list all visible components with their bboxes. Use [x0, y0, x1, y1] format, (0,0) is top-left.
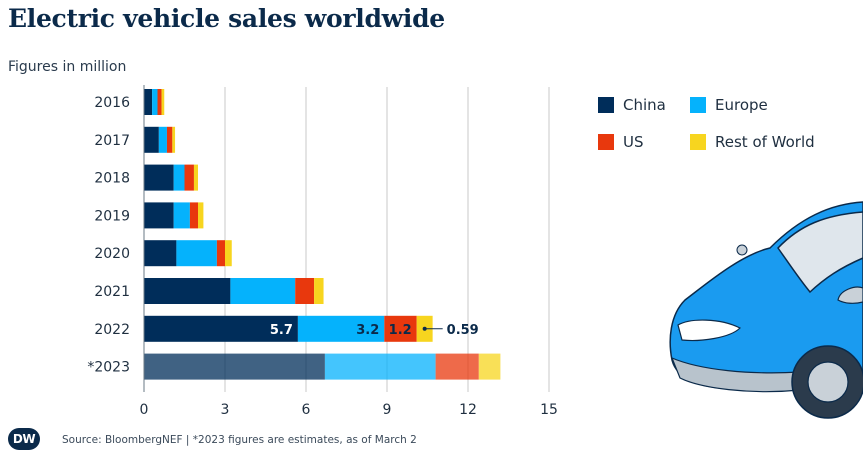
car-windshield: [777, 211, 863, 294]
category-label-2016: 2016: [94, 95, 130, 111]
legend-swatch-us: [598, 134, 614, 150]
footer: DW Source: BloombergNEF | *2023 figures …: [0, 425, 863, 455]
legend: China Europe US Rest of World: [598, 96, 848, 156]
bar-2016-us: [157, 89, 162, 115]
bar-2023-china: [144, 353, 325, 380]
category-label-2023: *2023: [87, 360, 130, 376]
chart-subtitle: Figures in million: [8, 59, 127, 75]
bar-2018-china: [144, 164, 174, 191]
bar-2016-europe: [152, 89, 158, 115]
bar-2019-us: [189, 202, 198, 229]
bar-2016-rest-of-world: [161, 89, 165, 115]
category-label-2018: 2018: [94, 171, 130, 187]
bar-2021-rest-of-world: [314, 278, 324, 304]
bar-2017-rest-of-world: [172, 126, 176, 153]
legend-item-europe: Europe: [690, 96, 768, 114]
bar-2022-europe: [297, 315, 385, 342]
car-mirror: [837, 286, 863, 304]
bar-2017-europe: [158, 126, 167, 153]
bar-2023-europe: [324, 353, 436, 380]
bar-2019-rest-of-world: [198, 202, 204, 229]
bar-2023-rest-of-world: [478, 353, 501, 380]
category-label-2017: 2017: [94, 133, 130, 149]
legend-item-us: US: [598, 133, 644, 151]
bar-2017-us: [166, 126, 173, 153]
x-tick-label-6: 6: [302, 402, 311, 418]
source-note: Source: BloombergNEF | *2023 figures are…: [62, 434, 417, 446]
legend-swatch-rest-of-world: [690, 134, 706, 150]
legend-item-rest-of-world: Rest of World: [690, 133, 815, 151]
bar-2020-europe: [176, 240, 217, 267]
bar-2021-europe: [230, 278, 296, 304]
bar-2018-rest-of-world: [193, 164, 198, 191]
bar-2017-china: [144, 126, 159, 153]
category-label-2021: 2021: [94, 284, 130, 300]
bar-2020-china: [144, 240, 177, 267]
category-label-2020: 2020: [94, 246, 130, 262]
legend-label-us: US: [623, 133, 644, 151]
bar-2016-china: [144, 89, 153, 115]
data-label-2022-rest-of-world: 0.59: [447, 323, 479, 338]
data-label-2022-europe: 3.2: [356, 323, 379, 338]
bar-2019-europe: [173, 202, 190, 229]
x-tick-label-3: 3: [221, 402, 230, 418]
chart-title: Electric vehicle sales worldwide: [8, 4, 445, 33]
bar-2019-china: [144, 202, 174, 229]
bar-2021-china: [144, 278, 231, 304]
bar-2021-us: [295, 278, 315, 304]
bar-2020-rest-of-world: [225, 240, 232, 267]
x-tick-label-0: 0: [140, 402, 149, 418]
legend-swatch-china: [598, 97, 614, 113]
bar-2023-us: [435, 353, 479, 380]
bar-2018-us: [184, 164, 194, 191]
bar-chart: 2016 2017 2018 2019 2020 2021 2022 5.7 3.2 1.2 0.5…: [87, 85, 558, 418]
bar-2018-europe: [173, 164, 185, 191]
data-label-2022-us: 1.2: [389, 323, 412, 338]
legend-item-china: China: [598, 96, 666, 114]
car-sensor: [736, 244, 748, 256]
dw-logo: DW: [8, 428, 40, 450]
x-tick-label-12: 12: [459, 402, 477, 418]
legend-swatch-europe: [690, 97, 706, 113]
category-label-2022: 2022: [94, 322, 130, 338]
x-tick-label-9: 9: [383, 402, 392, 418]
data-label-2022-china: 5.7: [270, 323, 293, 338]
legend-label-europe: Europe: [715, 96, 768, 114]
car-hubcap: [807, 361, 849, 403]
category-label-2019: 2019: [94, 208, 130, 224]
car-headlight: [677, 319, 742, 342]
bar-2022-us: [384, 315, 417, 342]
bar-2020-us: [216, 240, 225, 267]
legend-label-rest-of-world: Rest of World: [715, 133, 815, 151]
bar-2022-china: [144, 315, 298, 342]
car-illustration: [669, 201, 863, 419]
x-tick-label-15: 15: [540, 402, 558, 418]
legend-label-china: China: [623, 96, 666, 114]
